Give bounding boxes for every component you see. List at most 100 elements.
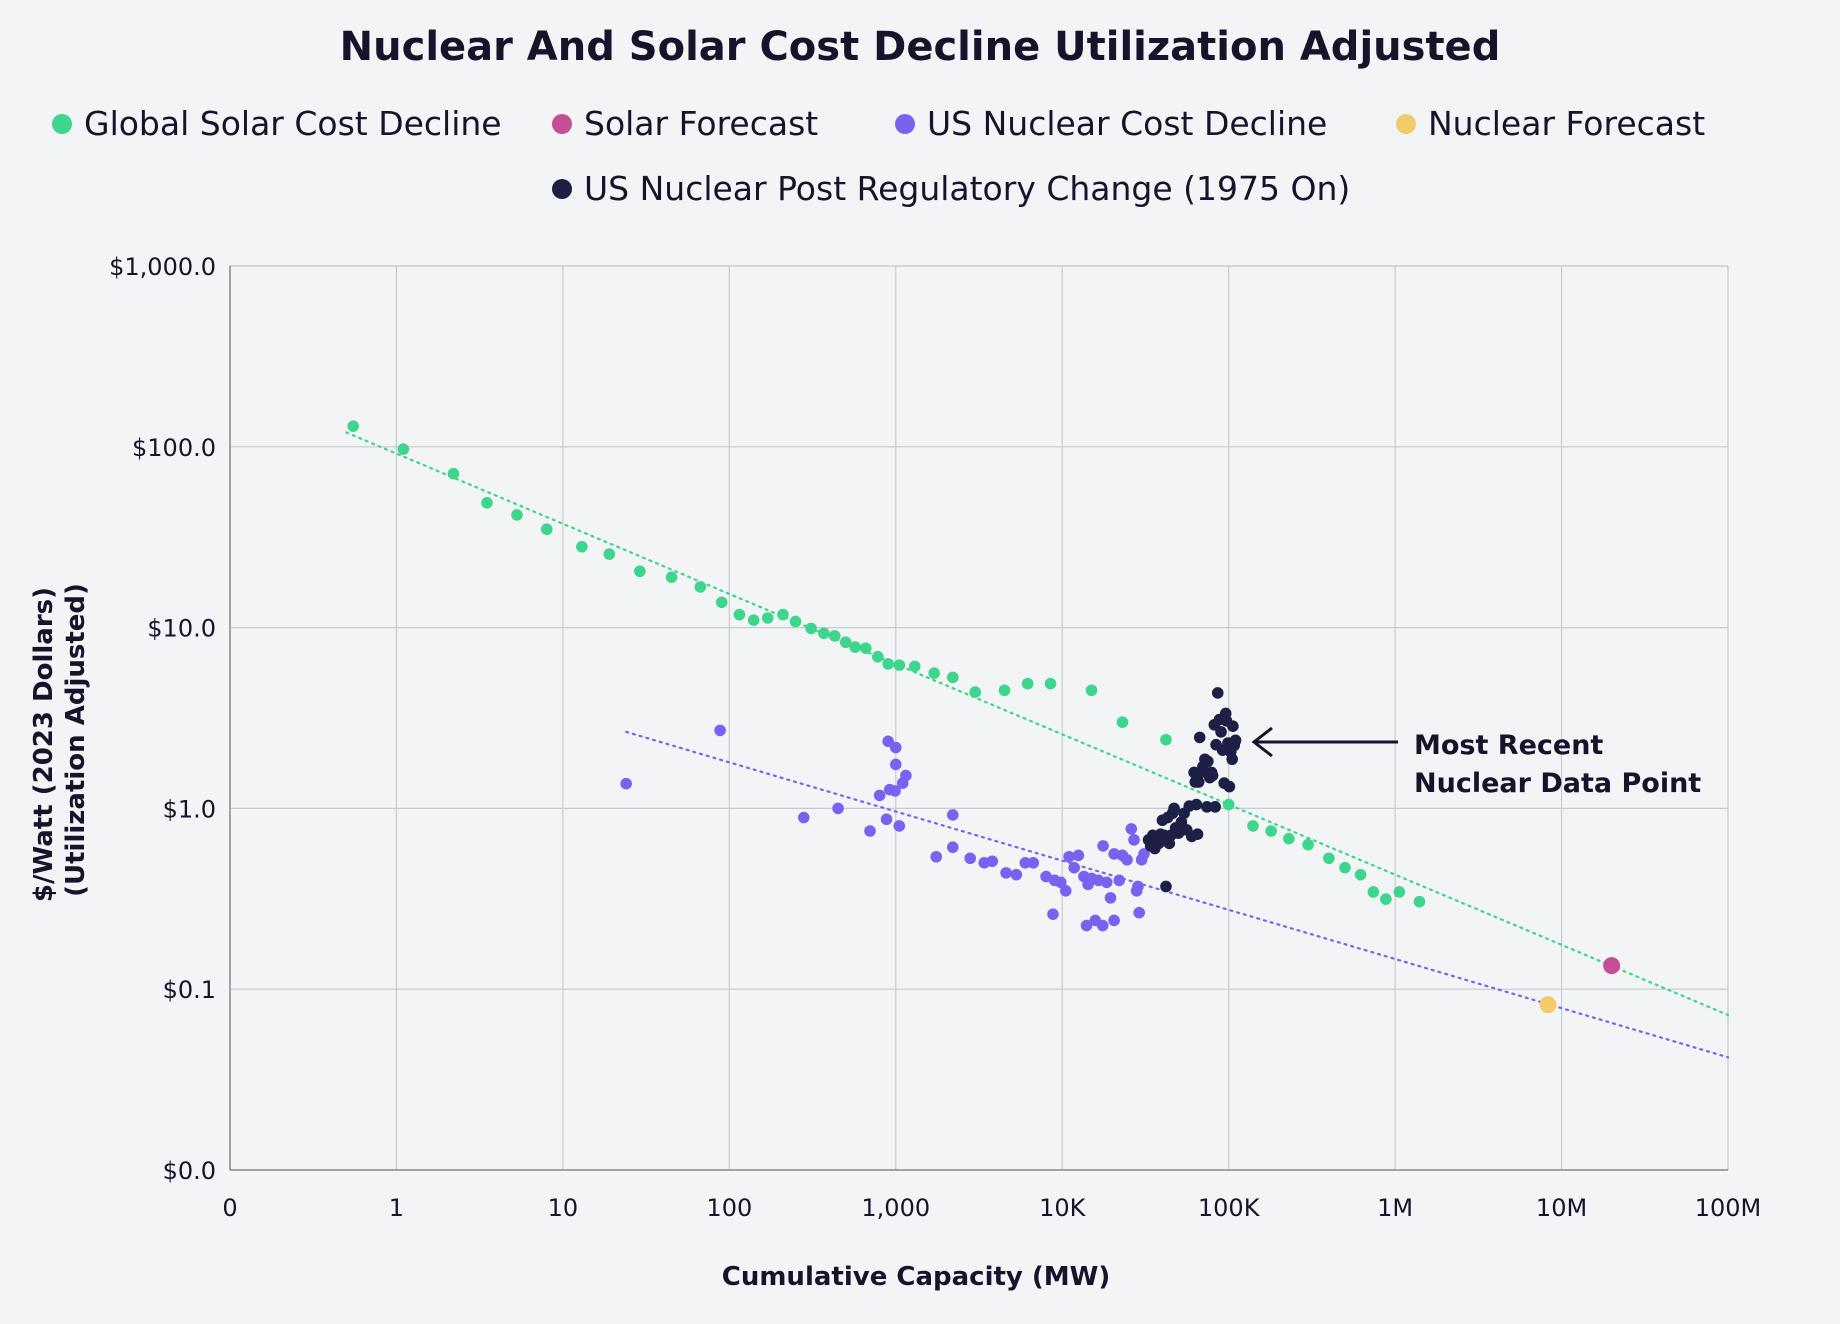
data-point [1068, 861, 1080, 874]
series-us-nuclear-cost-decline [620, 724, 1150, 932]
data-point [818, 627, 830, 640]
data-point [733, 608, 746, 621]
legend-item-solar-forecast: Solar Forecast [552, 104, 818, 143]
annotation: Most Recent Nuclear Data Point [1251, 726, 1701, 799]
legend-marker [552, 179, 572, 199]
data-point [893, 659, 906, 671]
trendline-global-solar-cost-decline [345, 431, 1730, 1017]
data-point [1201, 801, 1213, 813]
data-point [1138, 848, 1150, 860]
trendlines [345, 431, 1730, 1059]
data-point [1339, 861, 1351, 874]
data-point [797, 811, 810, 824]
y-axis-title-line-2: (Utilization Adjusted) [61, 583, 91, 897]
y-tick-label: $100.0 [132, 434, 216, 462]
data-point [1223, 780, 1236, 793]
chart-title: Nuclear And Solar Cost Decline Utilizati… [340, 24, 1501, 70]
data-point [889, 785, 901, 797]
data-point [1132, 880, 1144, 893]
legend-marker [52, 114, 72, 134]
data-point [1096, 919, 1109, 932]
data-point [694, 581, 707, 593]
data-point [1019, 857, 1032, 869]
y-tick-labels: $1,000.0 $100.0 $10.0 $1.0 $0.1 $0.0 [109, 253, 216, 1185]
legend-item-nuclear-forecast: Nuclear Forecast [1396, 104, 1705, 143]
plot-frame [229, 265, 1729, 1171]
y-tick-label: $0.1 [163, 976, 216, 1004]
data-point [665, 571, 678, 584]
x-axis-title: Cumulative Capacity (MW) [722, 1262, 1110, 1292]
data-point [1108, 914, 1120, 927]
data-point [900, 769, 912, 782]
data-point [1265, 825, 1277, 837]
data-point [1192, 776, 1205, 788]
data-points [347, 420, 1621, 1014]
data-point [1072, 849, 1085, 862]
data-point [928, 667, 940, 679]
data-point [964, 852, 977, 865]
data-point [1354, 868, 1367, 881]
data-point [1044, 677, 1057, 690]
data-point [1323, 852, 1335, 865]
data-point [1413, 895, 1426, 908]
series-solar-forecast [1603, 957, 1621, 975]
data-point [1393, 886, 1406, 898]
annotation-text: Most Recent Nuclear Data Point [1414, 730, 1701, 799]
x-tick-labels: 0 1 10 100 1,000 10K 100K 1M 10M 100M [222, 1194, 1761, 1222]
data-point [761, 612, 774, 624]
data-point [347, 420, 360, 432]
data-point [946, 809, 959, 821]
y-tick-label: $1.0 [163, 795, 216, 823]
x-tick-label: 10 [548, 1194, 579, 1222]
data-point [946, 841, 959, 854]
x-tick-label: 0 [222, 1194, 237, 1222]
data-point [789, 615, 802, 628]
data-point [1226, 753, 1238, 766]
data-point [576, 540, 588, 553]
data-point [603, 548, 616, 560]
series-nuclear-forecast [1539, 996, 1557, 1014]
data-point [1160, 733, 1172, 746]
data-point [998, 684, 1011, 697]
data-point [1063, 850, 1075, 863]
y-tick-label: $10.0 [147, 615, 216, 643]
legend-marker [1396, 114, 1416, 134]
y-tick-label: $0.0 [163, 1157, 216, 1185]
legend-label: Solar Forecast [584, 104, 818, 143]
x-tick-label: 100K [1198, 1194, 1261, 1222]
legend-item-us-nuclear-post-regulatory-change-1975-on: US Nuclear Post Regulatory Change (1975 … [552, 169, 1350, 208]
data-point [889, 758, 902, 771]
data-point [839, 636, 852, 649]
annotation-line-2: Nuclear Data Point [1414, 768, 1701, 799]
data-point [447, 467, 460, 480]
data-point [1000, 867, 1012, 879]
data-point [805, 622, 817, 635]
data-point [620, 777, 632, 790]
data-point [715, 596, 728, 609]
legend: Global Solar Cost Decline Solar Forecast U… [52, 104, 1705, 208]
data-point [1191, 828, 1204, 840]
x-tick-label: 1,000 [861, 1194, 930, 1222]
data-point [747, 614, 760, 626]
legend-label: Nuclear Forecast [1428, 104, 1705, 143]
data-point [1247, 820, 1259, 832]
legend-item-global-solar-cost-decline: Global Solar Cost Decline [52, 104, 502, 143]
legend-label: US Nuclear Cost Decline [927, 104, 1327, 143]
data-point [1202, 755, 1214, 768]
y-axis-title: $/Watt (2023 Dollars) (Utilization Adjus… [29, 578, 91, 902]
trendline-us-nuclear-cost-decline [625, 730, 1730, 1059]
data-point [828, 630, 841, 642]
data-point [1160, 880, 1172, 893]
data-point [1100, 876, 1113, 889]
data-point [634, 565, 646, 578]
data-point [1104, 892, 1117, 904]
data-point [714, 724, 726, 737]
data-point [481, 497, 493, 509]
data-point [1054, 876, 1067, 889]
data-point [1206, 769, 1219, 782]
data-point [873, 789, 886, 802]
data-point [1283, 832, 1295, 845]
data-point [1190, 798, 1203, 811]
grid [229, 265, 1729, 1171]
